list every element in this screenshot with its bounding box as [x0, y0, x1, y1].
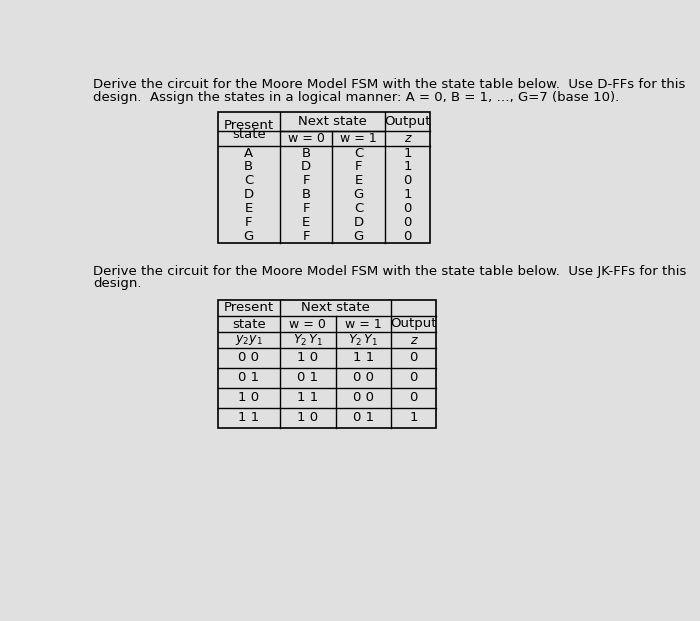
- Text: Present: Present: [223, 301, 274, 314]
- Text: z: z: [405, 132, 411, 145]
- Text: Next state: Next state: [298, 115, 367, 128]
- Text: C: C: [354, 147, 363, 160]
- Text: 0 0: 0 0: [353, 391, 374, 404]
- Text: C: C: [244, 175, 253, 188]
- Text: 0: 0: [403, 175, 412, 188]
- Text: 0: 0: [410, 371, 418, 384]
- Text: $y_2y_1$: $y_2y_1$: [234, 333, 262, 347]
- Text: 1 0: 1 0: [238, 391, 259, 404]
- Text: w = 0: w = 0: [288, 132, 325, 145]
- Text: 1 1: 1 1: [297, 391, 319, 404]
- Text: F: F: [245, 216, 253, 229]
- Text: 1: 1: [403, 147, 412, 160]
- Text: state: state: [232, 128, 265, 141]
- Text: w = 0: w = 0: [289, 317, 326, 330]
- Text: E: E: [302, 216, 310, 229]
- Text: F: F: [302, 230, 310, 243]
- Text: Present: Present: [223, 119, 274, 132]
- Text: B: B: [302, 147, 311, 160]
- Text: 1: 1: [403, 188, 412, 201]
- Text: w = 1: w = 1: [345, 317, 382, 330]
- Text: Next state: Next state: [301, 301, 370, 314]
- Text: F: F: [302, 202, 310, 215]
- Text: 0 0: 0 0: [238, 351, 259, 365]
- Text: Output: Output: [384, 115, 430, 128]
- Text: E: E: [355, 175, 363, 188]
- Text: B: B: [244, 160, 253, 173]
- Text: 0 1: 0 1: [238, 371, 259, 384]
- Text: 0 1: 0 1: [297, 371, 319, 384]
- Text: Output: Output: [391, 317, 437, 330]
- Text: Derive the circuit for the Moore Model FSM with the state table below.  Use JK-F: Derive the circuit for the Moore Model F…: [93, 265, 686, 278]
- Text: G: G: [244, 230, 254, 243]
- Text: F: F: [302, 175, 310, 188]
- Text: 0: 0: [403, 216, 412, 229]
- Text: F: F: [355, 160, 363, 173]
- Text: $Y_2\,Y_1$: $Y_2\,Y_1$: [293, 333, 323, 348]
- Text: G: G: [354, 188, 364, 201]
- Text: 1 1: 1 1: [353, 351, 374, 365]
- Text: Derive the circuit for the Moore Model FSM with the state table below.  Use D-FF: Derive the circuit for the Moore Model F…: [93, 78, 685, 91]
- Text: w = 1: w = 1: [340, 132, 377, 145]
- Text: 0: 0: [403, 230, 412, 243]
- Text: D: D: [301, 160, 311, 173]
- Text: design.: design.: [93, 277, 141, 290]
- Text: 1 1: 1 1: [238, 412, 259, 424]
- Text: C: C: [354, 202, 363, 215]
- Text: 1 0: 1 0: [297, 351, 319, 365]
- Text: 0: 0: [410, 351, 418, 365]
- Text: 1: 1: [410, 412, 418, 424]
- Text: z: z: [410, 333, 417, 347]
- Text: 0: 0: [403, 202, 412, 215]
- Text: 0 1: 0 1: [353, 412, 374, 424]
- Text: design.  Assign the states in a logical manner: A = 0, B = 1, …, G=7 (base 10).: design. Assign the states in a logical m…: [93, 91, 620, 104]
- Text: G: G: [354, 230, 364, 243]
- Text: D: D: [354, 216, 364, 229]
- Text: B: B: [302, 188, 311, 201]
- Text: 0 0: 0 0: [353, 371, 374, 384]
- Text: state: state: [232, 317, 265, 330]
- Bar: [218, 300, 436, 428]
- Text: D: D: [244, 188, 254, 201]
- Text: $Y_2\,Y_1$: $Y_2\,Y_1$: [349, 333, 379, 348]
- Text: 1: 1: [403, 160, 412, 173]
- Text: E: E: [244, 202, 253, 215]
- Text: A: A: [244, 147, 253, 160]
- Bar: [218, 112, 430, 243]
- Text: 0: 0: [410, 391, 418, 404]
- Text: 1 0: 1 0: [297, 412, 319, 424]
